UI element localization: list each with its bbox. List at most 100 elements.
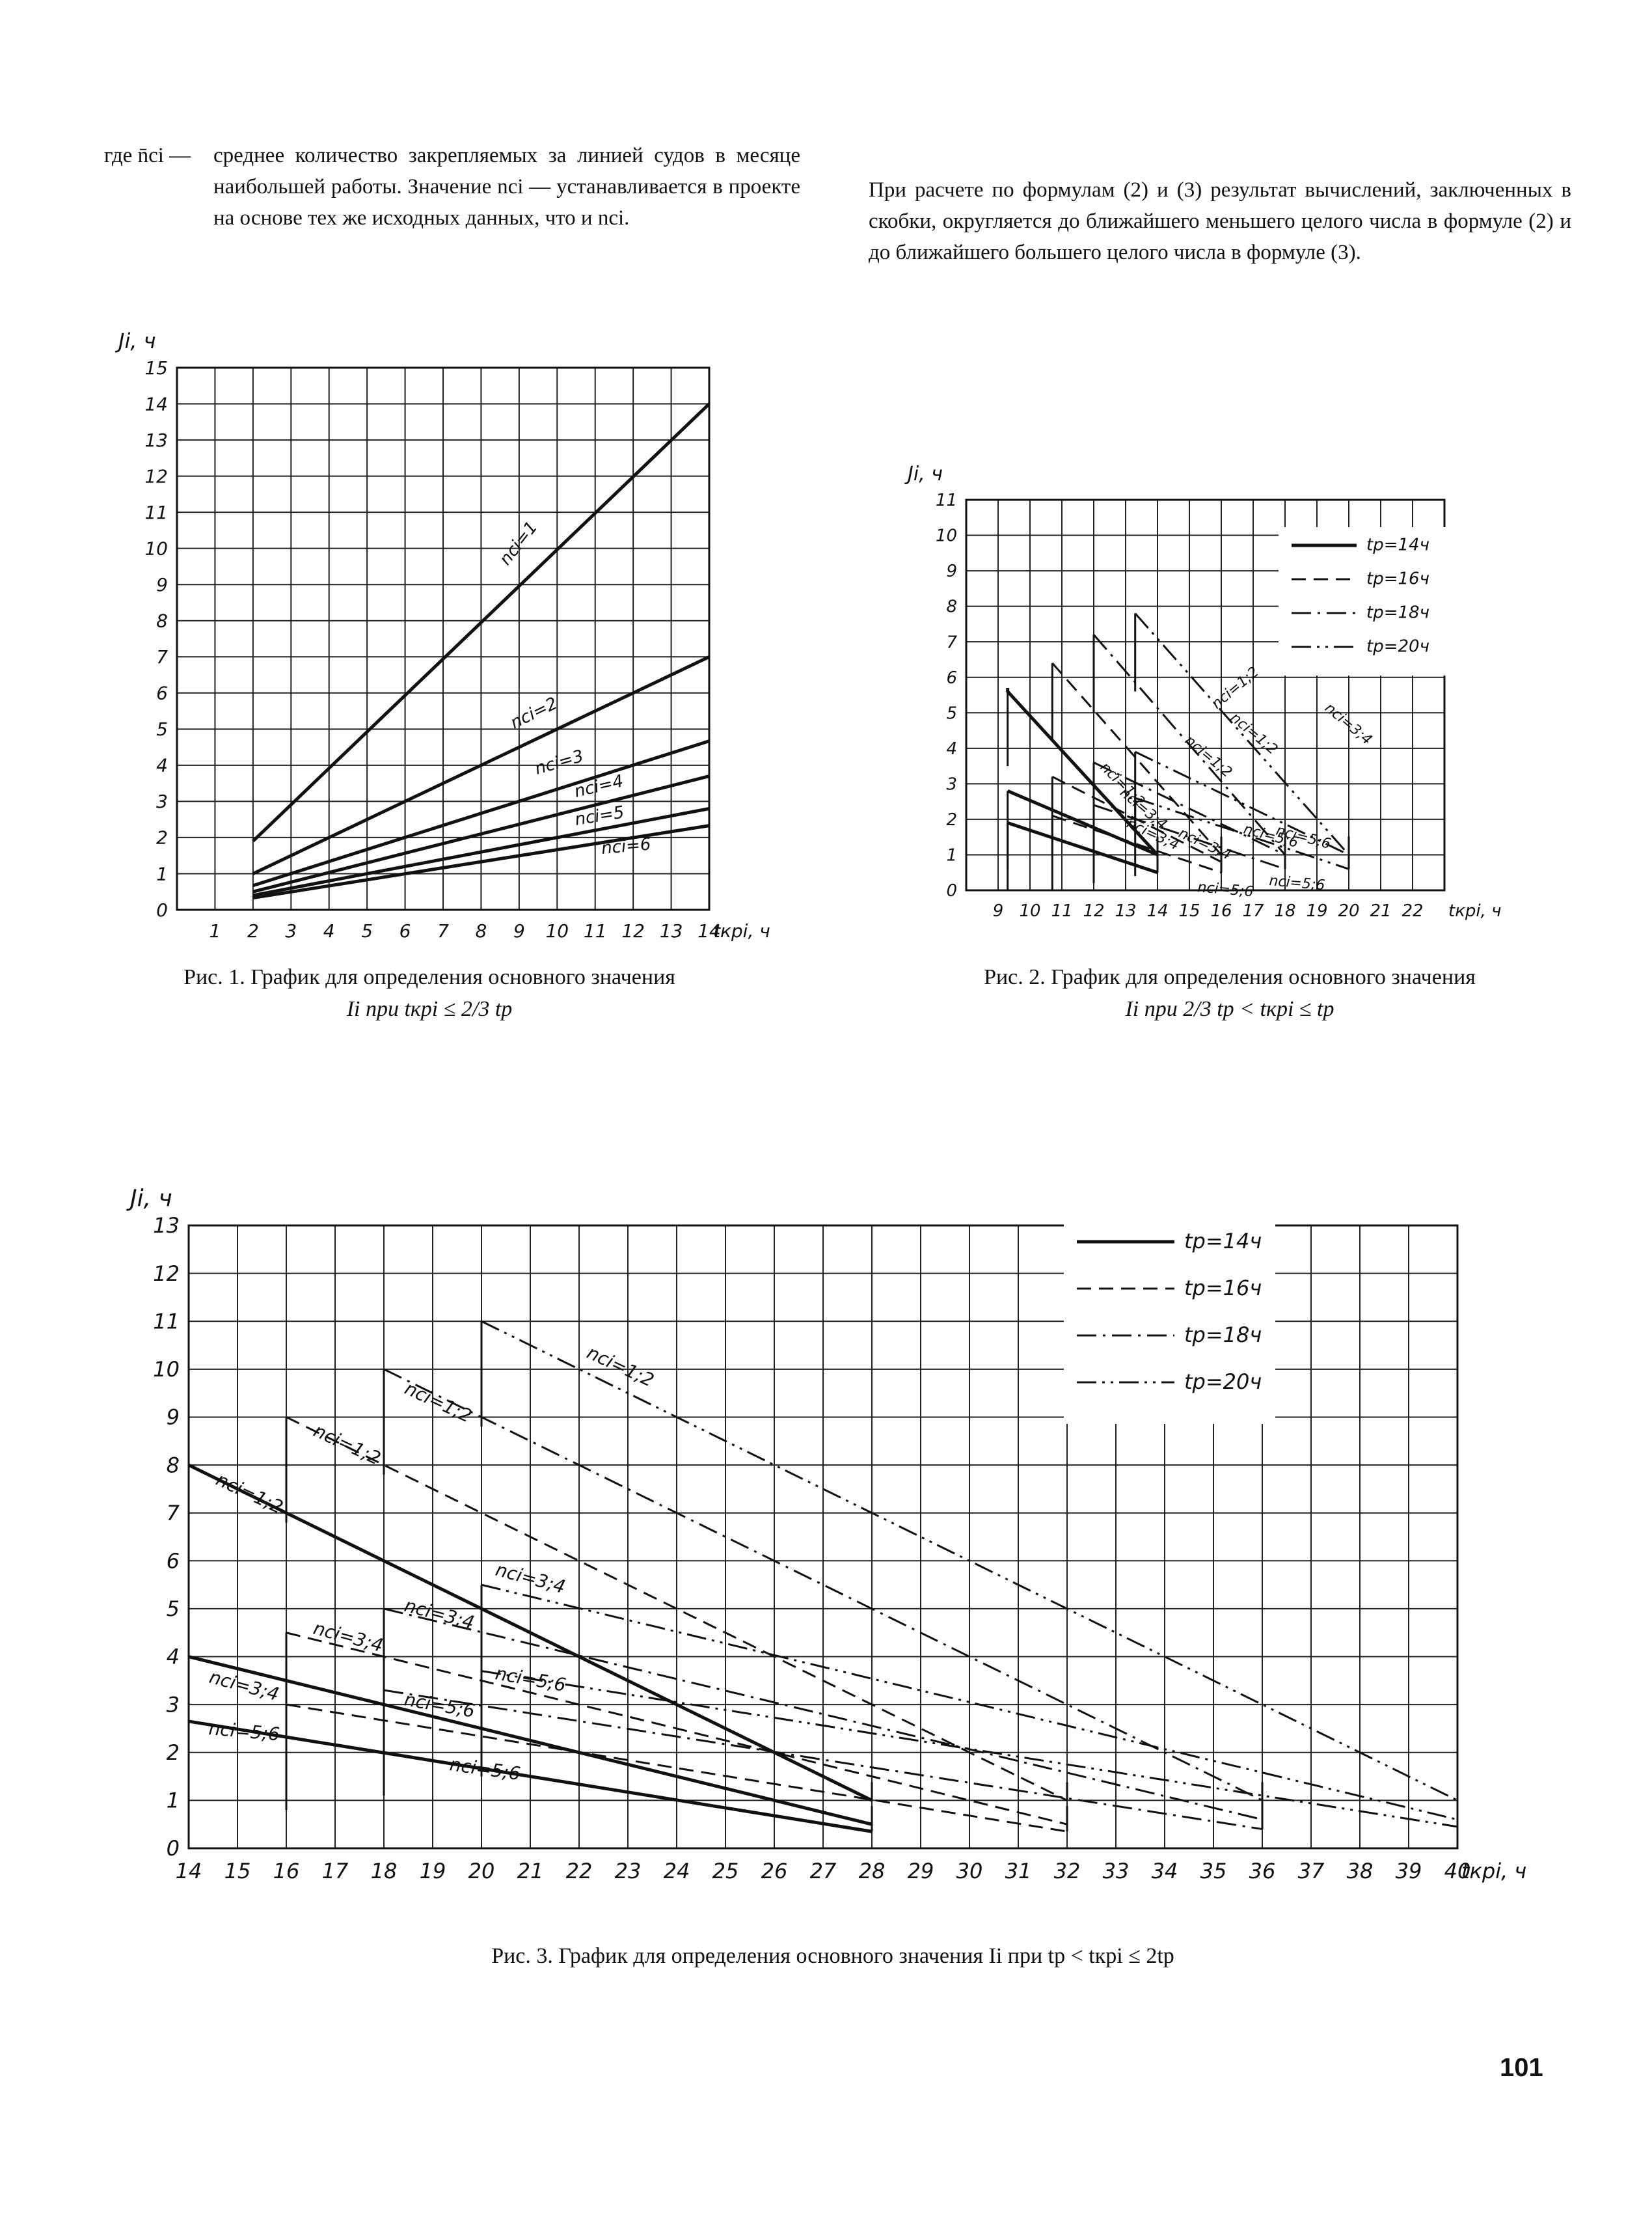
fig2-legend-label: tр=16ч (1366, 569, 1429, 589)
fig3-x-tick-label: 22 (566, 1859, 593, 1883)
fig2-y-tick-label: 11 (936, 491, 957, 510)
fig1-x-tick-label: 7 (437, 920, 449, 942)
fig1-series-line (252, 739, 710, 888)
fig1-series-line (252, 824, 710, 900)
fig3-curve-label: nci=5;6 (448, 1753, 522, 1785)
fig1-y-tick-label: 0 (156, 899, 168, 921)
fig3-legend-label: tр=20ч (1184, 1369, 1262, 1394)
fig3-y-tick-label: 3 (167, 1692, 180, 1717)
fig1-x-tick-label: 6 (399, 920, 411, 942)
fig2-y-tick-label: 1 (946, 846, 957, 866)
fig3-x-tick-label: 40 (1444, 1859, 1471, 1883)
fig1-y-tick-label: 2 (156, 827, 168, 849)
fig2-series-line (1093, 804, 1286, 870)
right-text-column: При расчете по формулам (2) и (3) резуль… (869, 178, 1571, 264)
fig2-legend-label: tр=14ч (1366, 536, 1429, 555)
fig1-x-tick-label: 4 (323, 920, 335, 942)
fig2-series-line (1135, 797, 1349, 870)
fig2-curve-label: nci=3;4 (1176, 825, 1234, 864)
fig2-series-line (1135, 750, 1349, 856)
fig2-series-line (1134, 612, 1350, 856)
fig1-y-tick-label: 13 (144, 430, 168, 451)
fig3-curve-label: nci=1;2 (401, 1377, 475, 1427)
fig3-x-tick-label: 33 (1103, 1859, 1130, 1883)
fig1-x-axis-title: tкрi, ч (713, 920, 770, 942)
fig1-plot-frame (176, 366, 711, 911)
fig2-y-tick-label: 4 (946, 739, 957, 759)
fig3-x-tick-label: 20 (468, 1859, 495, 1883)
fig3-series-line (286, 1632, 1068, 1826)
fig3-x-tick-label: 31 (1005, 1859, 1032, 1883)
fig1-x-tick-label: 1 (210, 920, 221, 942)
fig2-plot-frame (965, 499, 1446, 892)
fig1-curve-label: nci=2 (508, 694, 561, 733)
fig1-formula: Ii при tкрi ≤ 2/3 tр (346, 997, 513, 1021)
fig2-y-tick-label: 3 (946, 774, 957, 794)
fig3-x-tick-label: 27 (810, 1859, 837, 1883)
fig1-curve-label: nci=4 (573, 771, 625, 801)
fig3-x-tick-label: 26 (761, 1859, 788, 1883)
fig1-series-line (252, 655, 711, 875)
fig1-y-tick-label: 15 (144, 357, 168, 379)
fig1-series-line (252, 774, 710, 894)
fig3-x-tick-label: 16 (273, 1859, 300, 1883)
fig3-caption: Рис. 3. График для определения основного… (491, 1944, 1174, 1968)
fig1-y-axis-title: Ji, ч (115, 329, 156, 353)
fig3-x-tick-label: 21 (517, 1859, 544, 1883)
fig3-x-tick-label: 18 (371, 1859, 398, 1883)
fig1-y-tick-label: 1 (156, 863, 168, 884)
fig3-x-tick-label: 32 (1054, 1859, 1081, 1883)
fig3-x-tick-label: 39 (1396, 1859, 1422, 1883)
fig3-curve-label: nci=1;2 (213, 1468, 286, 1518)
fig1-y-tick-label: 14 (144, 393, 168, 415)
fig1-series-line (252, 402, 711, 843)
fig1-x-tick-label: 14 (697, 920, 721, 942)
fig1-x-tick-label: 8 (476, 920, 487, 942)
fig1-x-tick-label: 2 (247, 920, 259, 942)
fig1-y-tick-label: 10 (144, 538, 168, 559)
fig1-x-tick-label: 9 (513, 920, 525, 942)
fig3-x-tick-label: 24 (664, 1859, 690, 1883)
left-text-column: где n̄ci — среднее количество закрепляем… (104, 140, 800, 234)
fig3-series-line (187, 1463, 873, 1802)
fig3-x-tick-label: 34 (1152, 1859, 1178, 1883)
fig2-series-line (1007, 821, 1158, 875)
fig2-x-tick-label: 15 (1178, 901, 1200, 921)
fig3-x-tick-label: 37 (1298, 1859, 1325, 1883)
fig1-x-tick-label: 13 (660, 920, 683, 942)
fig2-series-line (1092, 634, 1286, 856)
fig2-x-tick-label: 14 (1146, 901, 1168, 921)
fig2-caption: Рис. 2. График для определения основного… (984, 965, 1476, 989)
fig2-y-axis-title: Ji, ч (904, 463, 943, 485)
fig2-legend-label: tр=18ч (1366, 603, 1429, 623)
fig2-curve-label: nci=1;2 (1209, 664, 1262, 712)
fig3-curve-label: nci=5;6 (208, 1717, 280, 1745)
fig2-curve-label: nci=5;6 (1197, 879, 1254, 900)
fig3-x-tick-label: 25 (712, 1859, 739, 1883)
fig1-caption: Рис. 1. График для определения основного… (183, 965, 675, 989)
fig3-x-tick-label: 14 (176, 1859, 202, 1883)
fig2-x-tick-label: 18 (1274, 901, 1295, 921)
fig3-x-tick-label: 38 (1347, 1859, 1374, 1883)
fig1-y-tick-label: 7 (156, 646, 168, 668)
fig1-y-tick-label: 11 (144, 502, 168, 523)
fig3-series-line (188, 1655, 873, 1826)
fig2-curve-label: nci=1;2 (1227, 709, 1280, 758)
fig2-series-line (1051, 815, 1222, 874)
fig3-y-tick-label: 12 (153, 1261, 180, 1286)
fig3-series-line (188, 1719, 873, 1833)
fig2-y-tick-label: 5 (946, 704, 957, 723)
fig2-x-tick-label: 13 (1115, 901, 1136, 921)
fig2-x-tick-label: 9 (993, 901, 1004, 921)
fig2-y-tick-label: 2 (946, 810, 957, 830)
fig1-curve-label: nci=6 (601, 834, 652, 858)
fig3-x-tick-label: 29 (908, 1859, 934, 1883)
fig3-legend-label: tр=18ч (1184, 1322, 1262, 1347)
fig2-x-tick-label: 17 (1242, 901, 1264, 921)
fig2-series-line (1007, 789, 1158, 856)
fig3-y-tick-label: 13 (153, 1213, 180, 1238)
fig2-series-line (1093, 761, 1286, 856)
fig2-x-tick-label: 20 (1338, 901, 1359, 921)
fig3-y-axis-title: Ji, ч (126, 1185, 172, 1212)
fig1-y-tick-label: 12 (144, 465, 168, 487)
